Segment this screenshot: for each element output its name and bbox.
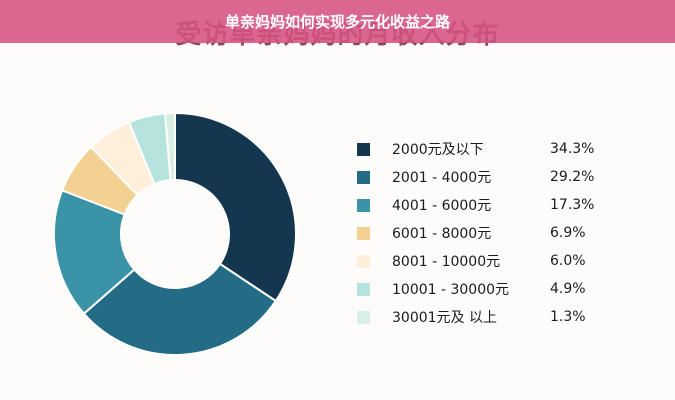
legend-item: 2000元及以下 34.3% (357, 139, 594, 159)
legend-label: 2001 - 4000元 (392, 170, 492, 186)
legend-item: 2001 - 4000元 29.2% (357, 167, 594, 187)
legend-value: 34.3% (550, 141, 595, 157)
legend-swatch (357, 198, 370, 212)
pie-slice (82, 262, 278, 356)
legend-value: 4.9% (550, 281, 586, 297)
legend-swatch (357, 310, 370, 324)
legend-item: 6001 - 8000元 6.9% (357, 223, 586, 243)
legend-value: 17.3% (550, 197, 595, 213)
legend-label: 2000元及以下 (392, 142, 484, 158)
legend-swatch (357, 226, 370, 240)
legend-value: 1.3% (550, 309, 586, 325)
header-banner: 单亲妈妈如何实现多元化收益之路 (0, 0, 675, 43)
legend-swatch (357, 282, 370, 296)
legend-item: 10001 - 30000元 4.9% (357, 279, 586, 299)
legend-swatch (357, 254, 370, 268)
legend-swatch (357, 142, 370, 156)
pie-slice (174, 111, 297, 303)
pie-slice (164, 111, 176, 182)
legend-item: 4001 - 6000元 17.3% (357, 195, 594, 215)
legend-value: 6.0% (550, 253, 586, 269)
legend-label: 30001元及 以上 (392, 310, 497, 326)
legend-label: 8001 - 10000元 (392, 254, 501, 270)
banner-title: 单亲妈妈如何实现多元化收益之路 (224, 13, 450, 31)
legend-item: 30001元及 以上 1.3% (357, 307, 586, 327)
legend-swatch (357, 170, 370, 184)
legend-value: 29.2% (550, 169, 595, 185)
legend-label: 6001 - 8000元 (392, 226, 492, 242)
pie-slice (53, 189, 136, 316)
legend-item: 8001 - 10000元 6.0% (357, 251, 586, 271)
legend-value: 6.9% (550, 225, 586, 241)
legend-label: 4001 - 6000元 (392, 198, 492, 214)
legend-label: 10001 - 30000元 (392, 282, 510, 298)
